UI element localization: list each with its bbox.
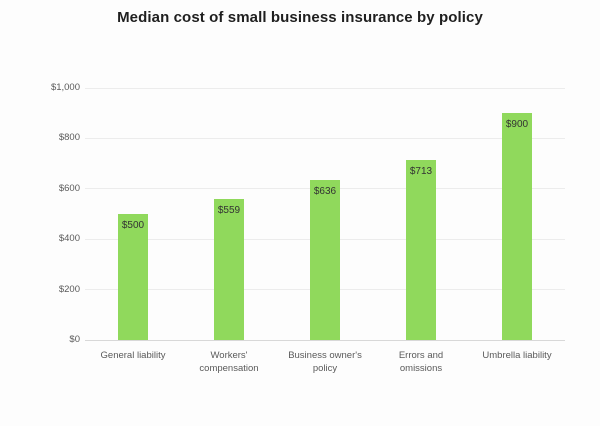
x-tick-label-line: Umbrella liability — [482, 350, 552, 361]
plot-area: $500 $559 $636 $713 $900 — [85, 87, 565, 341]
bar-value-label: $559 — [217, 205, 241, 217]
y-tick-label: $1,000 — [50, 82, 80, 93]
bar-general-liability: $500 — [118, 214, 148, 340]
y-tick-label: $800 — [58, 132, 80, 144]
bar-errors-and-omissions: $713 — [406, 160, 436, 340]
gridline — [85, 137, 565, 139]
x-tick-label: Umbrella liability — [469, 349, 565, 362]
x-tick-label-line: Workers' — [210, 350, 248, 361]
x-tick-label: Errors and omissions — [373, 349, 469, 375]
x-tick-label: Workers' compensation — [181, 349, 277, 375]
x-tick-label: Business owner's policy — [277, 349, 373, 375]
y-axis: $0 $200 $400 $600 $800 $1,000 — [0, 83, 80, 345]
bar-workers-compensation: $559 — [214, 199, 244, 340]
gridline — [85, 87, 565, 89]
x-tick-label: General liability — [85, 349, 181, 362]
x-tick-label-line: Business owner's — [288, 350, 362, 361]
x-axis-line — [85, 339, 565, 341]
chart-title: Median cost of small business insurance … — [117, 9, 483, 26]
x-tick-label-line: General liability — [100, 350, 166, 361]
y-tick-label: $0 — [69, 334, 80, 345]
bar-business-owner-s-policy: $636 — [310, 179, 340, 340]
x-tick-label-line: compensation — [199, 363, 259, 374]
bar-value-label: $900 — [505, 119, 529, 131]
y-tick-label: $600 — [58, 182, 80, 194]
y-tick-label: $400 — [58, 233, 80, 245]
bar-value-label: $500 — [121, 220, 145, 231]
x-tick-label-line: policy — [312, 363, 338, 374]
x-tick-label-line: Errors and — [398, 350, 444, 361]
bar-value-label: $636 — [313, 185, 337, 197]
bar-umbrella-liability: $900 — [502, 113, 532, 340]
bar-value-label: $713 — [409, 166, 433, 178]
x-tick-label-line: omissions — [399, 363, 443, 374]
y-tick-label: $200 — [58, 283, 80, 295]
